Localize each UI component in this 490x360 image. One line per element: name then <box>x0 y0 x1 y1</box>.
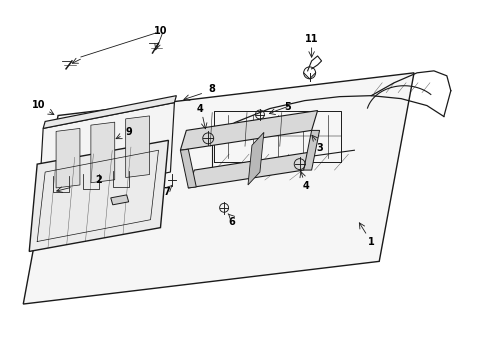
Polygon shape <box>56 129 80 188</box>
Text: 5: 5 <box>284 102 291 112</box>
Polygon shape <box>23 73 414 304</box>
Text: 10: 10 <box>32 100 46 109</box>
Text: 7: 7 <box>163 187 170 197</box>
Polygon shape <box>180 111 318 150</box>
Polygon shape <box>39 103 174 198</box>
Polygon shape <box>180 149 196 188</box>
Text: 10: 10 <box>154 26 167 36</box>
Text: 1: 1 <box>368 237 375 247</box>
Text: 2: 2 <box>96 175 102 185</box>
Polygon shape <box>248 132 264 185</box>
Polygon shape <box>111 195 129 205</box>
Polygon shape <box>125 116 149 177</box>
Text: 3: 3 <box>316 143 323 153</box>
Text: 4: 4 <box>302 181 309 191</box>
Polygon shape <box>304 130 319 170</box>
Text: 11: 11 <box>305 34 318 44</box>
Polygon shape <box>43 96 176 129</box>
Text: 4: 4 <box>197 104 204 113</box>
Polygon shape <box>91 122 115 183</box>
Text: 9: 9 <box>125 127 132 138</box>
Polygon shape <box>188 152 310 188</box>
Polygon shape <box>29 140 169 251</box>
Text: 6: 6 <box>229 217 236 227</box>
Text: 8: 8 <box>209 84 216 94</box>
